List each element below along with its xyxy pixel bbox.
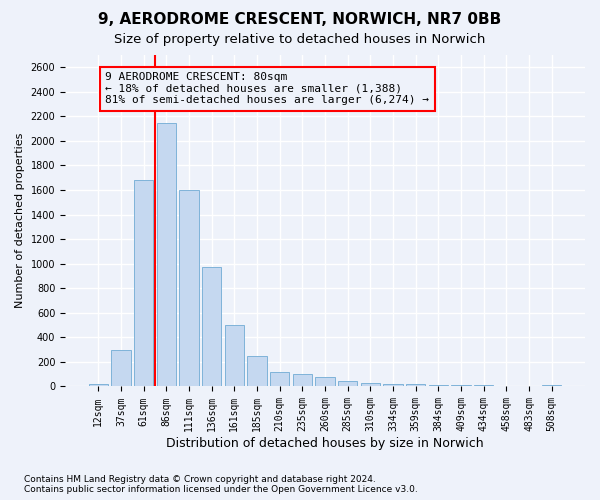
- Bar: [293, 374, 312, 386]
- Bar: [179, 190, 199, 386]
- Text: 9 AERODROME CRESCENT: 80sqm
← 18% of detached houses are smaller (1,388)
81% of : 9 AERODROME CRESCENT: 80sqm ← 18% of det…: [105, 72, 429, 106]
- Bar: [451, 385, 470, 386]
- Bar: [89, 384, 108, 386]
- Bar: [542, 384, 562, 386]
- Bar: [406, 384, 425, 386]
- Text: Size of property relative to detached houses in Norwich: Size of property relative to detached ho…: [115, 32, 485, 46]
- X-axis label: Distribution of detached houses by size in Norwich: Distribution of detached houses by size …: [166, 437, 484, 450]
- Bar: [316, 378, 335, 386]
- Bar: [202, 268, 221, 386]
- Bar: [383, 384, 403, 386]
- Bar: [338, 381, 358, 386]
- Bar: [361, 384, 380, 386]
- Bar: [157, 122, 176, 386]
- Bar: [474, 385, 493, 386]
- Bar: [134, 180, 153, 386]
- Y-axis label: Number of detached properties: Number of detached properties: [15, 133, 25, 308]
- Text: 9, AERODROME CRESCENT, NORWICH, NR7 0BB: 9, AERODROME CRESCENT, NORWICH, NR7 0BB: [98, 12, 502, 28]
- Bar: [270, 372, 289, 386]
- Text: Contains public sector information licensed under the Open Government Licence v3: Contains public sector information licen…: [24, 485, 418, 494]
- Text: Contains HM Land Registry data © Crown copyright and database right 2024.: Contains HM Land Registry data © Crown c…: [24, 475, 376, 484]
- Bar: [224, 325, 244, 386]
- Bar: [429, 384, 448, 386]
- Bar: [247, 356, 266, 386]
- Bar: [112, 350, 131, 387]
